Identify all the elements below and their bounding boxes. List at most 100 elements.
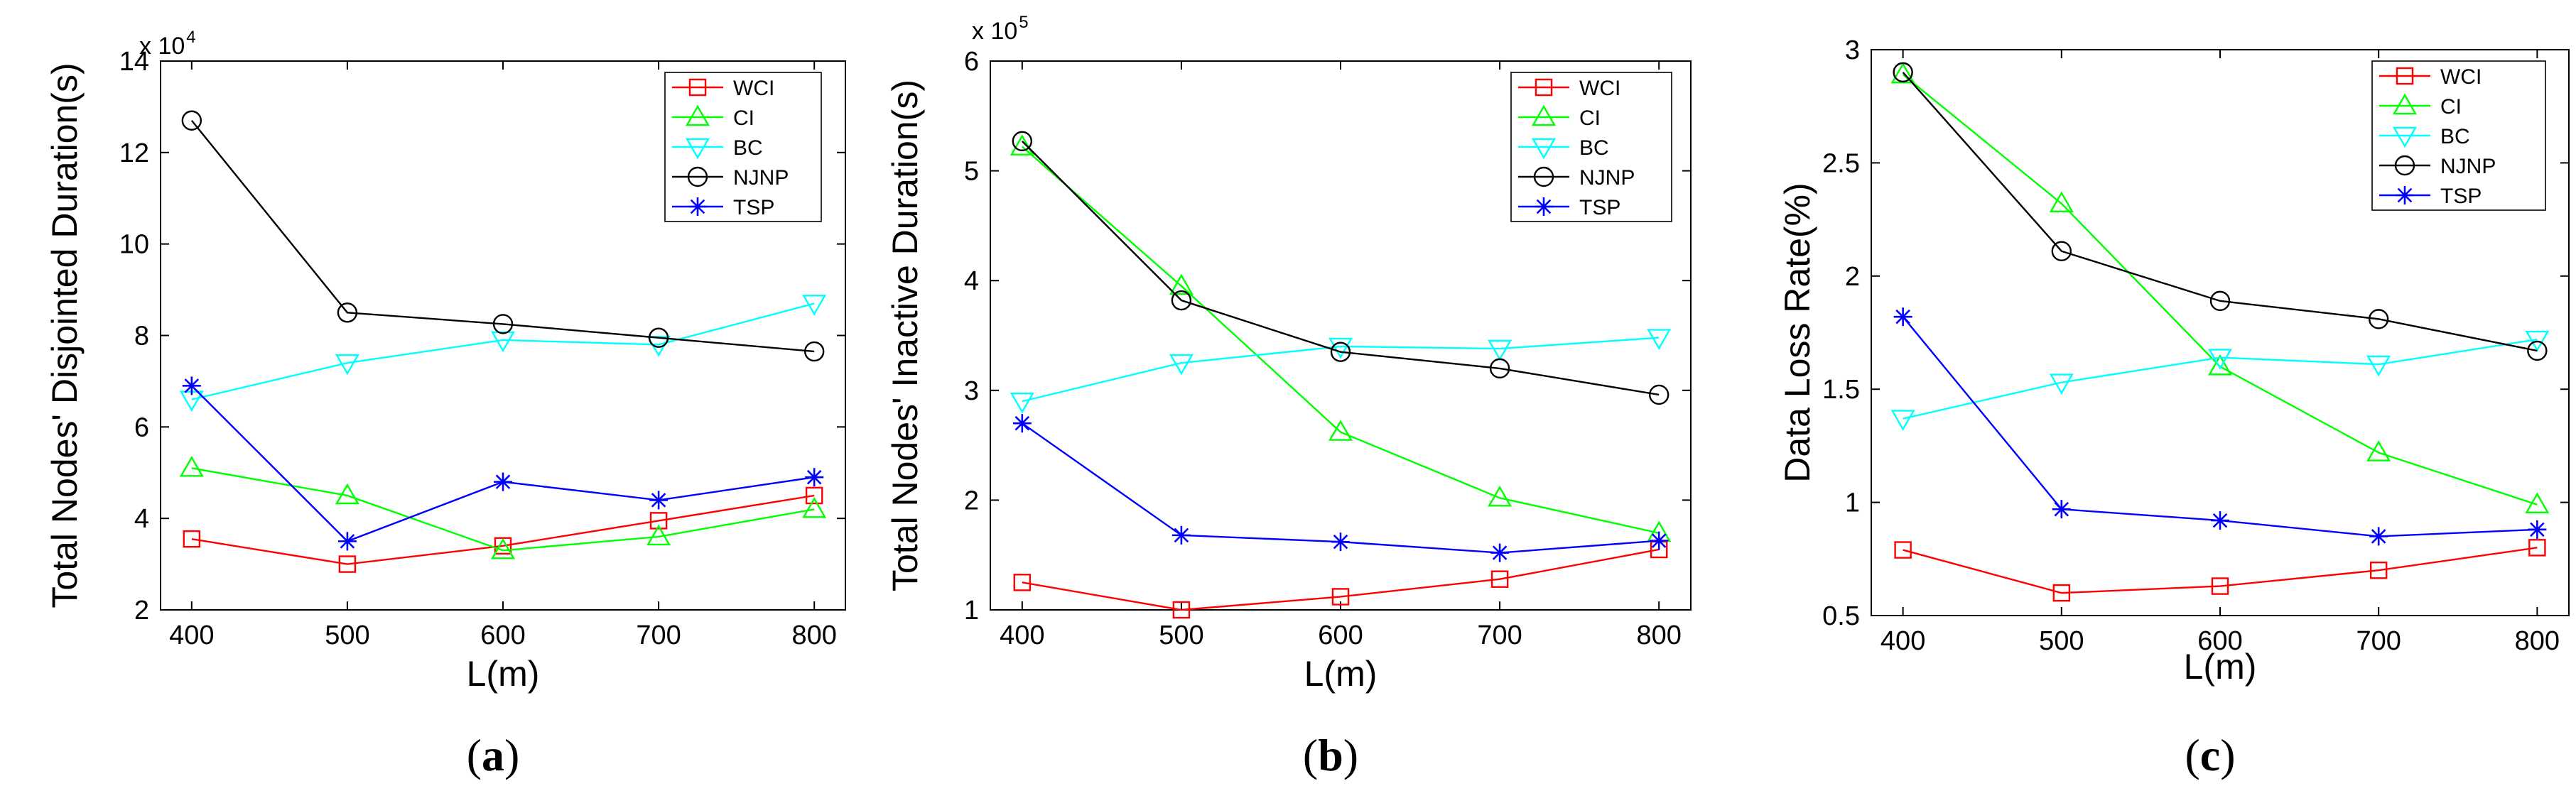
x-axis-label: L(m) [467, 654, 540, 694]
data-point-ci [179, 455, 204, 477]
y-tick-label: 4 [964, 266, 979, 296]
legend-label: TSP [733, 196, 774, 219]
axis-multiplier: x 105 [972, 13, 1029, 45]
data-point-bc [2366, 355, 2391, 377]
x-tick-label: 500 [2039, 626, 2084, 656]
legend-item-wci: WCI [2379, 65, 2482, 89]
data-point-wci [1490, 570, 1509, 588]
data-point-njnp [181, 110, 202, 131]
legend: WCI CI BC NJNP TSP [1510, 72, 1672, 222]
y-tick-label: 2.5 [1822, 148, 1860, 178]
data-point-bc [2049, 373, 2074, 395]
legend-label: CI [2440, 95, 2462, 119]
data-point-ci [1010, 134, 1034, 155]
legend-label: TSP [1579, 196, 1620, 219]
panel-caption-open: ( [467, 730, 482, 780]
legend-label: WCI [2440, 65, 2482, 89]
data-point-bc [1169, 354, 1194, 376]
data-point-wci [2528, 539, 2546, 557]
series-line-njnp [190, 119, 815, 353]
series-njnp [1012, 131, 1669, 405]
x-tick-label: 400 [1880, 626, 1925, 656]
series-wci [1894, 539, 2546, 602]
data-point-ci [2525, 492, 2550, 514]
data-point-ci [1328, 420, 1353, 441]
data-point-ci [646, 524, 671, 546]
legend-label: TSP [2440, 185, 2482, 208]
legend-marker [685, 138, 710, 160]
x-tick-label: 400 [169, 621, 214, 650]
y-tick-label: 6 [134, 413, 149, 442]
data-point-tsp [1490, 543, 1510, 562]
data-point-bc [2525, 330, 2550, 352]
y-axis-label: Total Nodes' Inactive Duration(s) [885, 80, 925, 591]
data-point-njnp [337, 302, 358, 323]
series-line-wci [1022, 548, 1660, 611]
data-point-tsp [649, 491, 669, 510]
axis-multiplier-base: x 10 [139, 33, 185, 60]
x-tick-label: 800 [2515, 626, 2560, 656]
data-point-ci [1169, 273, 1194, 295]
legend: WCI CI BC NJNP TSP [664, 72, 822, 222]
legend-item-ci: CI [1518, 104, 1601, 130]
data-point-ci [1488, 485, 1512, 507]
data-point-wci [183, 530, 201, 548]
data-point-njnp [492, 314, 514, 334]
legend-item-bc: BC [2379, 125, 2470, 148]
data-point-tsp [2369, 527, 2388, 546]
legend-marker [2392, 93, 2418, 115]
legend-label: NJNP [733, 166, 789, 190]
x-tick-label: 700 [1477, 621, 1522, 650]
panel-caption-open: ( [2185, 730, 2199, 780]
data-point-tsp [2052, 500, 2071, 519]
panel-caption-letter: b [1318, 730, 1343, 780]
legend-label: WCI [1579, 77, 1620, 100]
data-point-tsp [2211, 511, 2229, 530]
x-tick-label: 600 [2197, 626, 2242, 656]
series-tsp [1893, 307, 2547, 546]
legend-marker [1535, 197, 1553, 216]
panel-caption-close: ) [1343, 730, 1358, 780]
x-tick-label: 600 [480, 621, 525, 650]
series-line-bc [191, 302, 815, 400]
legend-item-ci: CI [2379, 93, 2462, 119]
series-line-bc [1903, 338, 2538, 420]
data-point-wci [2369, 561, 2388, 579]
data-point-bc [1010, 393, 1034, 414]
y-tick-label: 2 [964, 486, 979, 515]
data-point-tsp [1893, 307, 1912, 327]
legend-item-njnp: NJNP [1518, 166, 1635, 190]
axis-multiplier-exponent: 4 [186, 28, 195, 47]
legend-marker [2392, 126, 2418, 148]
data-point-ci [335, 483, 359, 505]
series-tsp [1012, 414, 1669, 562]
data-point-njnp [2527, 340, 2548, 361]
x-tick-label: 600 [1318, 621, 1363, 650]
x-tick-label: 400 [1000, 621, 1044, 650]
panel-caption-letter: a [482, 730, 504, 780]
data-point-wci [649, 512, 668, 530]
legend-item-wci: WCI [1518, 77, 1620, 100]
data-point-njnp [1012, 131, 1033, 152]
data-point-wci [1894, 541, 1912, 559]
axis-multiplier-exponent: 5 [1019, 13, 1028, 32]
panel-caption-letter: c [2200, 730, 2220, 780]
series-line-bc [1022, 337, 1660, 403]
series-tsp [182, 376, 824, 551]
panel-caption-close: ) [2220, 730, 2235, 780]
data-point-wci [1013, 574, 1032, 591]
data-point-tsp [337, 532, 357, 551]
series-line-njnp [1902, 72, 2538, 352]
series-wci [183, 486, 823, 573]
series-ci [1010, 134, 1672, 542]
data-point-tsp [1012, 414, 1032, 433]
series-line-ci [191, 467, 815, 552]
y-tick-label: 0.5 [1822, 601, 1860, 631]
legend-item-njnp: NJNP [2379, 155, 2496, 178]
data-point-njnp [1893, 62, 1913, 83]
legend-label: BC [1579, 136, 1609, 160]
y-tick-label: 3 [964, 376, 979, 406]
x-tick-label: 500 [1159, 621, 1203, 650]
